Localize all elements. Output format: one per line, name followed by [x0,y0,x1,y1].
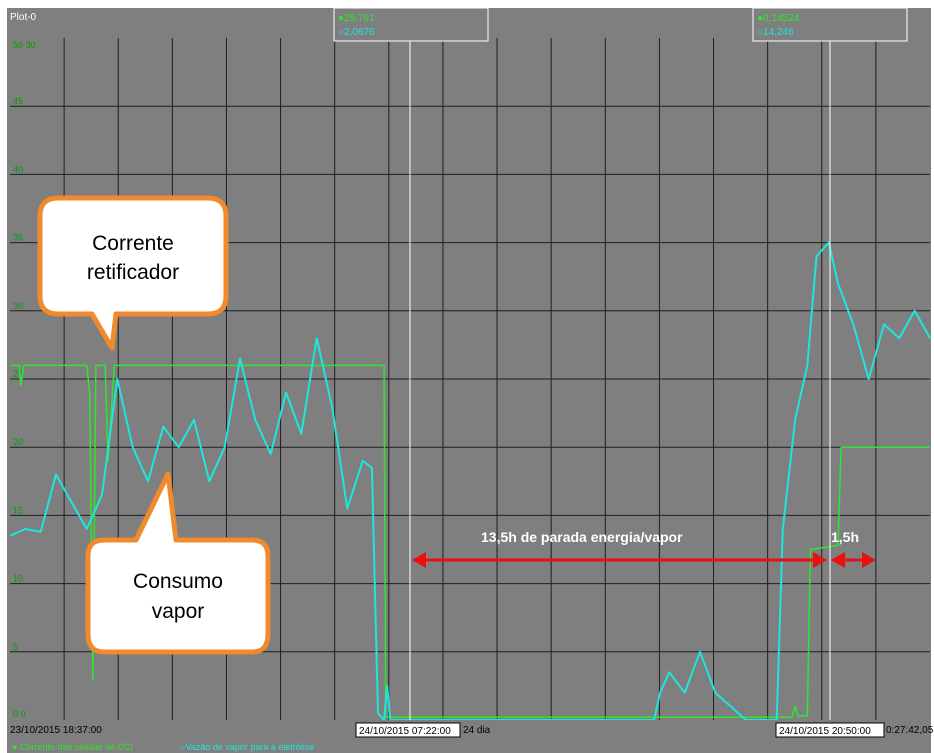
callout-steam-line-1: Consumo [133,570,223,593]
grid [10,38,930,720]
y-tick-label-top: 50 30 [13,40,36,50]
plot-title: Plot-0 [10,12,37,23]
legend-item-current: ● Corrente das células de CCl [12,742,133,752]
series-line-current [10,364,930,719]
y-tick-label: 35 [13,233,23,243]
series-layer [9,241,931,721]
y-tick-label: 45 [13,96,23,106]
callout-current-line-1: Corrente [92,232,174,255]
cursor-2-time-label: 24/10/2015 20:50:00 [779,726,871,737]
callout-steam-line-2: vapor [152,600,205,623]
y-tick-label: 10 [13,574,23,584]
cursor-readout-2[interactable]: ●0,14524 ○14,246 [752,7,908,42]
cursor-1-time-label: 24/10/2015 07:22:00 [359,726,451,737]
callout-current-line-2: retificador [87,261,179,284]
downtime-arrow-short [831,552,876,568]
cursor-1-cyan-value: ○2,0676 [338,27,375,38]
cursor-1-time-box[interactable] [355,722,461,738]
y-tick-label: 5 [13,642,18,652]
time-axis-end: 0:27:42,05 [886,725,934,736]
y-tick-label: 40 [13,164,23,174]
downtime-label-long: 13,5h de parada energia/vapor [481,529,683,545]
y-tick-label: 30 [13,301,23,311]
time-axis-strip [7,720,931,740]
cursor-readout-1[interactable]: ●25,761 ○2,0676 [333,7,489,42]
y-tick-label-zero: 0 0 [13,709,26,719]
y-tick-label: 25 [13,369,23,379]
legend-strip [7,740,931,753]
downtime-arrow-long [412,552,827,568]
cursor-2-green-value: ●0,14524 [757,13,800,24]
y-tick-labels: 5 10 15 20 25 30 35 40 45 50 30 0 0 [13,40,36,719]
callout-current: Corrente retificador [37,195,229,351]
cursor-1-green-value: ●25,761 [338,13,375,24]
cursor-2-cyan-value: ○14,246 [757,27,794,38]
time-axis-span: 24 dia [463,725,491,736]
cursor-2-time-box[interactable] [775,722,885,738]
time-axis-start: 23/10/2015 18:37:00 [10,725,102,736]
downtime-label-short: 1,5h [831,529,859,545]
callout-steam: Consumo vapor [85,471,271,655]
y-tick-label: 20 [13,437,23,447]
legend-item-steam: ○Vazão de vapor para a eletrólise [180,742,314,752]
series-line-steam [9,241,931,721]
y-tick-label: 15 [13,505,23,515]
